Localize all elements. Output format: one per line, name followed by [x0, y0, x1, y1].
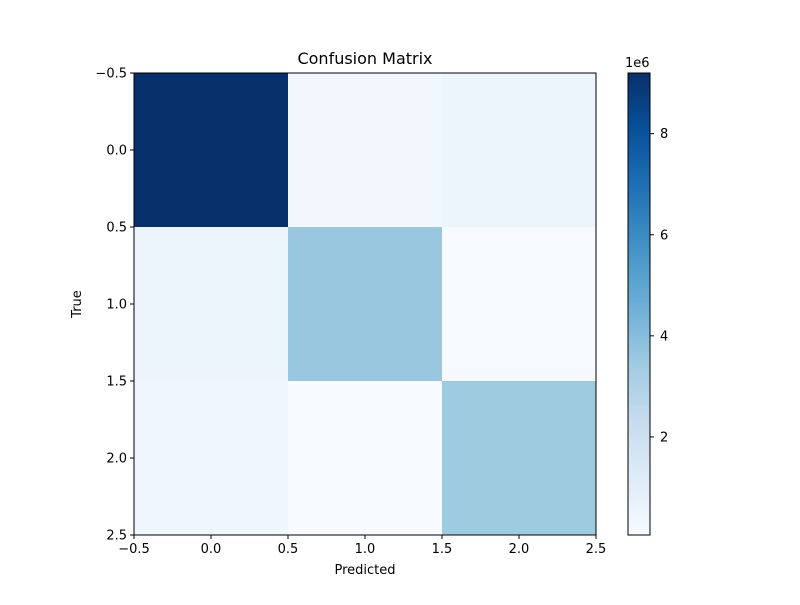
- x-axis-title: Predicted: [334, 563, 395, 578]
- heatmap-cell-r0-c2: [442, 73, 596, 227]
- colorbar-ticks: 2 4 6 8: [650, 127, 668, 445]
- y-tick-label: 1.0: [106, 298, 127, 313]
- y-tick-label: 1.5: [106, 375, 127, 390]
- y-tick-label: 2.0: [106, 452, 127, 467]
- heatmap-cell-r2-c2: [442, 381, 596, 535]
- heatmap-cell-r0-c0: [134, 73, 288, 227]
- colorbar-multiplier-label: 1e6: [625, 56, 650, 71]
- x-axis-ticks: −0.5 0.0 0.5 1.0 1.5 2.0 2.5: [118, 535, 606, 557]
- colorbar-tick-label: 2: [660, 430, 668, 445]
- y-tick-label: 0.0: [106, 144, 127, 159]
- heatmap-cell-r1-c1: [288, 227, 442, 381]
- x-tick-label: 2.0: [509, 542, 530, 557]
- x-tick-label: −0.5: [118, 542, 150, 557]
- colorbar-tick-label: 6: [660, 228, 668, 243]
- x-tick-label: 0.0: [201, 542, 222, 557]
- x-tick-label: 1.0: [355, 542, 376, 557]
- heatmap-cell-r1-c2: [442, 227, 596, 381]
- y-tick-label: 2.5: [106, 529, 127, 544]
- x-tick-label: 2.5: [586, 542, 607, 557]
- x-tick-label: 1.5: [432, 542, 453, 557]
- x-tick-label: 0.5: [278, 542, 299, 557]
- heatmap-cell-r2-c0: [134, 381, 288, 535]
- heatmap-cell-r2-c1: [288, 381, 442, 535]
- y-axis-title: True: [70, 290, 85, 319]
- y-tick-label: −0.5: [95, 67, 127, 82]
- colorbar-tick-label: 8: [660, 127, 668, 142]
- chart-title: Confusion Matrix: [297, 49, 432, 68]
- heatmap-cells: [134, 73, 596, 535]
- heatmap-cell-r1-c0: [134, 227, 288, 381]
- y-tick-label: 0.5: [106, 221, 127, 236]
- colorbar-tick-label: 4: [660, 329, 668, 344]
- y-axis-ticks: −0.5 0.0 0.5 1.0 1.5 2.0 2.5: [95, 67, 134, 544]
- colorbar: [627, 72, 651, 536]
- heatmap-cell-r0-c1: [288, 73, 442, 227]
